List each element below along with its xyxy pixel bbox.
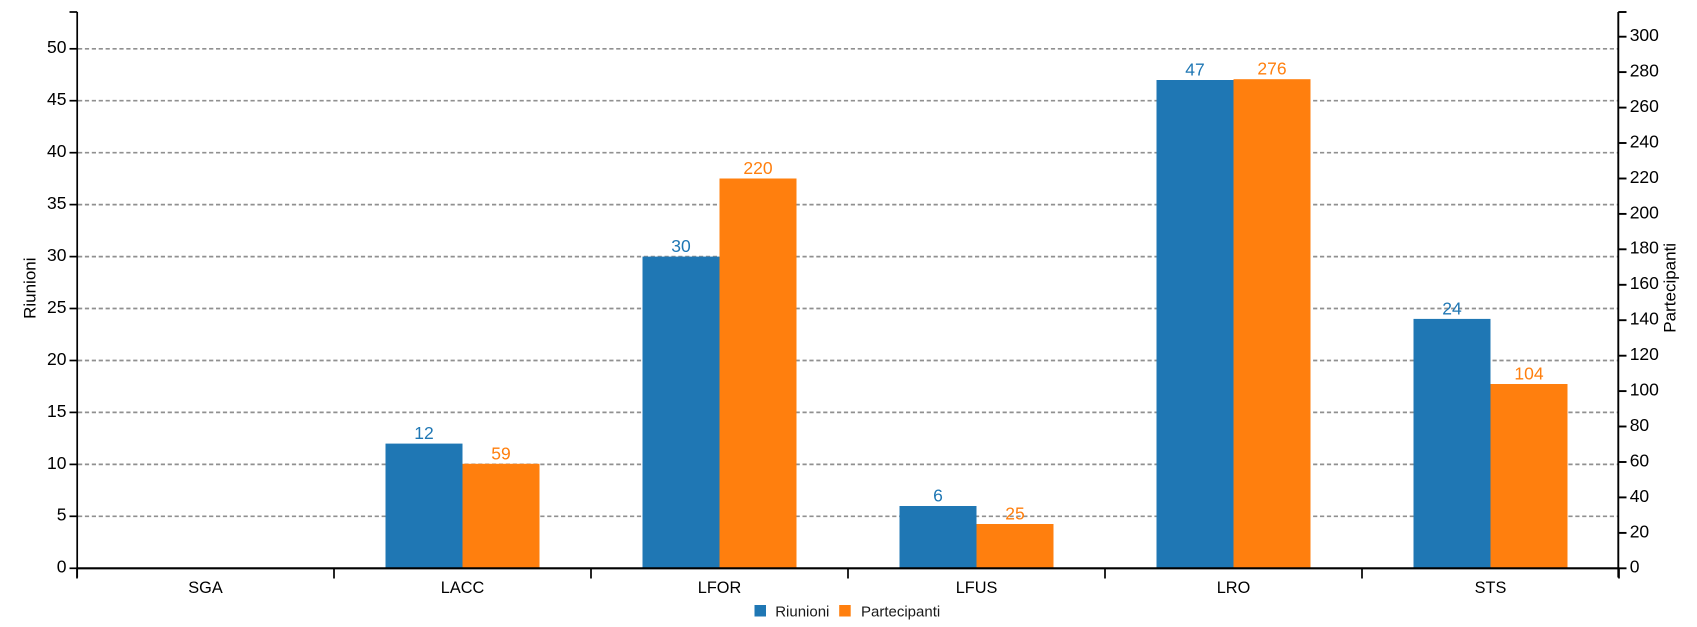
svg-text:180: 180	[1630, 238, 1659, 258]
svg-text:LACC: LACC	[441, 579, 485, 597]
svg-text:40: 40	[1630, 486, 1650, 506]
svg-text:300: 300	[1630, 25, 1659, 45]
svg-text:0: 0	[1630, 557, 1640, 577]
svg-text:220: 220	[743, 158, 772, 178]
svg-text:100: 100	[1630, 380, 1659, 400]
svg-text:15: 15	[47, 401, 66, 421]
svg-text:20: 20	[1630, 521, 1650, 541]
svg-text:260: 260	[1630, 96, 1659, 116]
svg-text:10: 10	[47, 453, 67, 473]
svg-text:80: 80	[1630, 415, 1650, 435]
svg-text:40: 40	[47, 141, 67, 161]
svg-text:50: 50	[47, 37, 67, 57]
svg-text:200: 200	[1630, 202, 1659, 222]
svg-text:45: 45	[47, 89, 66, 109]
svg-text:24: 24	[1442, 298, 1462, 318]
svg-text:280: 280	[1630, 61, 1659, 81]
svg-text:Riunioni: Riunioni	[20, 257, 39, 318]
svg-text:60: 60	[1630, 450, 1650, 470]
svg-text:220: 220	[1630, 167, 1659, 187]
svg-text:140: 140	[1630, 309, 1659, 329]
svg-text:59: 59	[491, 443, 510, 463]
svg-text:35: 35	[47, 193, 66, 213]
svg-text:Partecipanti: Partecipanti	[861, 604, 940, 621]
svg-text:6: 6	[933, 486, 943, 506]
svg-text:25: 25	[47, 297, 66, 317]
svg-text:30: 30	[671, 236, 691, 256]
svg-text:47: 47	[1185, 60, 1204, 80]
svg-text:5: 5	[57, 505, 67, 525]
svg-text:104: 104	[1514, 364, 1543, 384]
svg-text:SGA: SGA	[188, 579, 223, 597]
svg-text:LRO: LRO	[1217, 579, 1250, 597]
svg-text:276: 276	[1257, 59, 1286, 79]
svg-text:Riunioni: Riunioni	[775, 604, 829, 621]
svg-text:STS: STS	[1475, 579, 1507, 597]
svg-text:12: 12	[414, 423, 433, 443]
svg-text:240: 240	[1630, 131, 1659, 151]
svg-text:Partecipanti: Partecipanti	[1660, 243, 1679, 333]
svg-text:160: 160	[1630, 273, 1659, 293]
svg-text:0: 0	[57, 557, 67, 577]
svg-text:30: 30	[47, 245, 67, 265]
svg-text:120: 120	[1630, 344, 1659, 364]
svg-text:LFUS: LFUS	[956, 579, 998, 597]
svg-text:20: 20	[47, 349, 67, 369]
svg-text:LFOR: LFOR	[698, 579, 741, 597]
svg-text:25: 25	[1005, 504, 1024, 524]
